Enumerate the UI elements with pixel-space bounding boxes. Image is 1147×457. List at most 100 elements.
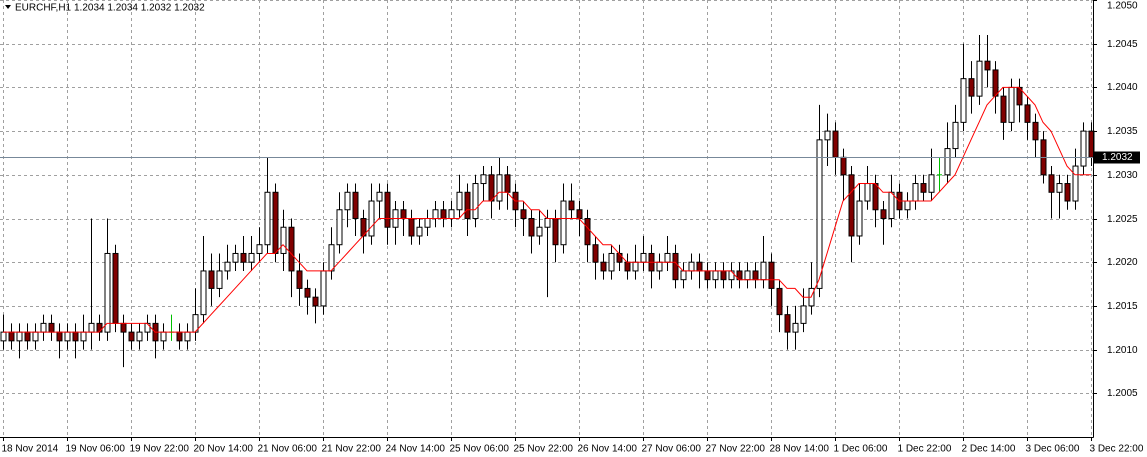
candle-body <box>704 270 711 281</box>
candle-body <box>104 252 111 333</box>
candle-body <box>672 252 679 281</box>
candle-body <box>128 331 135 342</box>
x-tick-label: 2 Dec 14:00 <box>962 444 1016 455</box>
candle-body <box>288 226 295 272</box>
candle-body <box>408 218 415 237</box>
y-tick-label: 1.2030 <box>1107 170 1138 181</box>
candle-body <box>880 209 887 219</box>
candle-body <box>1064 183 1071 202</box>
candle-body <box>680 270 687 281</box>
candle-body <box>824 130 831 141</box>
candle-body <box>560 200 567 246</box>
candle-body <box>432 209 439 219</box>
x-tick-label: 27 Nov 06:00 <box>642 444 702 455</box>
candle-body <box>624 261 631 272</box>
marks <box>0 34 1095 368</box>
y-tick-label: 1.2005 <box>1107 388 1138 399</box>
candle-body <box>112 252 119 324</box>
candle-body <box>296 270 303 289</box>
candle-body <box>280 226 287 254</box>
x-tick-label: 19 Nov 22:00 <box>130 444 190 455</box>
candle-body <box>144 322 151 333</box>
candle-body <box>976 60 983 97</box>
candle-body <box>536 226 543 237</box>
x-tick-label: 1 Dec 22:00 <box>898 444 952 455</box>
candle-body <box>136 331 143 342</box>
candle-body <box>240 252 247 263</box>
x-tick-label: 25 Nov 22:00 <box>514 444 574 455</box>
candle-body <box>944 148 951 176</box>
candle-body <box>216 270 223 289</box>
candle-body <box>8 331 15 342</box>
candle-body <box>344 191 351 211</box>
candle-body <box>312 296 319 307</box>
candle-body <box>696 261 703 272</box>
candle-body <box>568 200 575 211</box>
candle-body <box>768 261 775 289</box>
candle-body <box>352 191 359 219</box>
candle-body <box>304 287 311 298</box>
candle-body <box>448 209 455 219</box>
candle-body <box>952 121 959 150</box>
candle-body <box>488 174 495 202</box>
candle-body <box>840 156 847 176</box>
candle-body <box>800 305 807 324</box>
candle-body <box>928 174 935 193</box>
candle-body <box>48 322 55 333</box>
candle-body <box>208 270 215 289</box>
candle-body <box>32 331 39 342</box>
candle-body <box>760 261 767 281</box>
x-tick-label: 1 Dec 06:00 <box>834 444 888 455</box>
symbol: EURCHF,H1 <box>15 3 72 14</box>
candle-body <box>776 287 783 316</box>
candle-body <box>968 78 975 97</box>
y-tick-label: 1.2020 <box>1107 257 1138 268</box>
candle-body <box>888 191 895 219</box>
candle-body <box>728 270 735 281</box>
candle-body <box>920 183 927 193</box>
candle-body <box>528 218 535 237</box>
candle-body <box>784 314 791 333</box>
candle-body <box>1056 183 1063 193</box>
candle-body <box>864 183 871 202</box>
candle-body <box>1008 86 1015 123</box>
candle-body <box>1048 174 1055 193</box>
candle-body <box>576 209 583 219</box>
candle-body <box>904 200 911 211</box>
candle-body <box>424 218 431 228</box>
candle-body <box>480 174 487 185</box>
candle-body <box>744 270 751 281</box>
candle-body <box>752 270 759 281</box>
candle-body <box>40 322 47 333</box>
candle-body <box>640 252 647 263</box>
candle-body <box>96 322 103 333</box>
candle-body <box>232 252 239 263</box>
candle-body <box>264 191 271 246</box>
y-tick-label: 1.2040 <box>1107 82 1138 93</box>
candle-body <box>720 270 727 281</box>
candle-body <box>632 261 639 272</box>
candle-body <box>72 331 79 342</box>
x-tick-label: 21 Nov 06:00 <box>258 444 318 455</box>
candle-body <box>584 218 591 246</box>
candle-body <box>848 174 855 237</box>
candle-body <box>368 200 375 237</box>
y-tick-label: 1.2025 <box>1107 214 1138 225</box>
candle-body <box>712 270 719 281</box>
candle-body <box>16 331 23 342</box>
header-arrow <box>5 5 11 9</box>
x-tick-label: 26 Nov 14:00 <box>578 444 638 455</box>
candle-body <box>960 78 967 123</box>
candle-body <box>496 174 503 202</box>
candle-body <box>56 331 63 342</box>
candle-body <box>80 331 87 342</box>
candle-body <box>832 130 839 158</box>
candle-body <box>376 191 383 202</box>
candle-body <box>600 261 607 272</box>
candle-body <box>1072 165 1079 202</box>
moving-average <box>3 86 1091 333</box>
y-tick-label: 1.2010 <box>1107 345 1138 356</box>
quote: 1.2034 1.2034 1.2032 1.2032 <box>74 3 205 14</box>
